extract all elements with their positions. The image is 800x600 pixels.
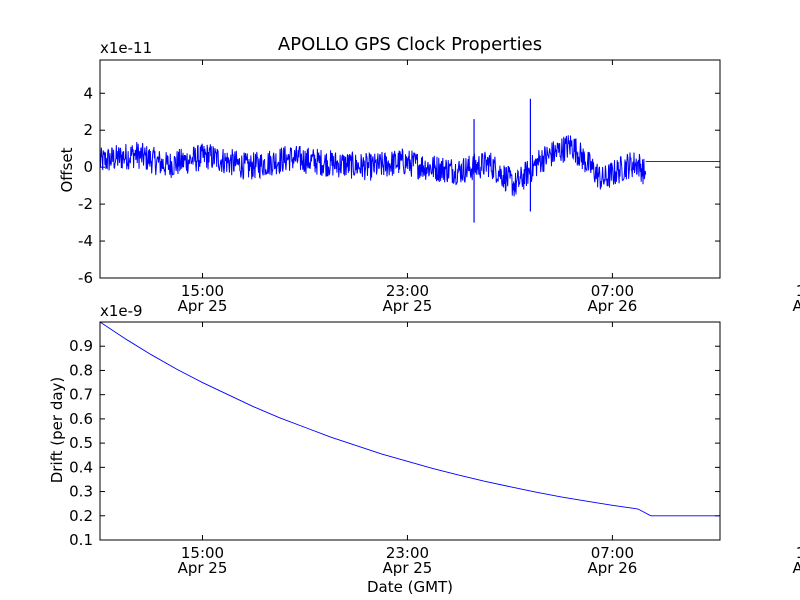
y-tick-label: 0.9 bbox=[69, 337, 93, 355]
x-axis-label: Date (GMT) bbox=[367, 578, 453, 596]
x-tick-label-date: Apr 25 bbox=[178, 297, 228, 315]
offset-multiplier-label: x1e-11 bbox=[100, 39, 152, 57]
y-tick-label: 0.8 bbox=[69, 361, 93, 379]
drift-line bbox=[100, 322, 720, 539]
x-tick-label-time: 15:00 bbox=[181, 544, 224, 562]
x-tick-label-time: 23:00 bbox=[386, 544, 429, 562]
y-tick-label: 2 bbox=[83, 121, 93, 139]
y-tick-label: 0.7 bbox=[69, 386, 93, 404]
y-tick-label: 0.1 bbox=[69, 531, 93, 549]
drift-multiplier-label: x1e-9 bbox=[100, 302, 143, 320]
x-tick-label-time: 15:00 bbox=[796, 282, 800, 300]
x-tick-label-time: 23:00 bbox=[386, 282, 429, 300]
x-tick-label-time: 15:00 bbox=[796, 544, 800, 562]
drift-series bbox=[100, 322, 720, 539]
y-tick-label: -6 bbox=[78, 269, 93, 287]
y-tick-label: 0.5 bbox=[69, 434, 93, 452]
offset-y-axis-label: Offset bbox=[58, 147, 76, 192]
x-tick-label-date: Apr 26 bbox=[792, 297, 800, 315]
x-tick-label-date: Apr 25 bbox=[383, 559, 433, 577]
drift-y-axis-label: Drift (per day) bbox=[48, 377, 66, 484]
drift-panel: Drift (per day) 0.1 0.2 0.3 0.4 0.5 0.6 0.7 0.8… bbox=[48, 302, 800, 596]
y-tick-label: -4 bbox=[78, 232, 93, 250]
x-tick-label-date: Apr 25 bbox=[383, 297, 433, 315]
offset-axes-frame bbox=[99, 59, 721, 279]
x-tick-label-time: 07:00 bbox=[591, 544, 634, 562]
x-tick-label-time: 15:00 bbox=[181, 282, 224, 300]
x-tick-label-date: Apr 26 bbox=[587, 559, 637, 577]
x-tick-label-date: Apr 25 bbox=[178, 559, 228, 577]
chart-title: APOLLO GPS Clock Properties bbox=[278, 34, 542, 55]
y-tick-label: 0.3 bbox=[69, 483, 93, 501]
y-tick-label: 0.6 bbox=[69, 410, 93, 428]
x-tick-label-time: 07:00 bbox=[591, 282, 634, 300]
x-tick-label-date: Apr 26 bbox=[792, 559, 800, 577]
y-tick-label: 0.4 bbox=[69, 458, 93, 476]
y-tick-label: 0.2 bbox=[69, 507, 93, 525]
drift-axes-frame bbox=[99, 321, 721, 541]
y-tick-label: -2 bbox=[78, 195, 93, 213]
y-tick-label: 0 bbox=[83, 158, 93, 176]
y-tick-label: 4 bbox=[83, 84, 93, 102]
offset-line-segment bbox=[100, 135, 647, 197]
offset-series bbox=[100, 98, 720, 223]
x-tick-label-date: Apr 26 bbox=[587, 297, 637, 315]
